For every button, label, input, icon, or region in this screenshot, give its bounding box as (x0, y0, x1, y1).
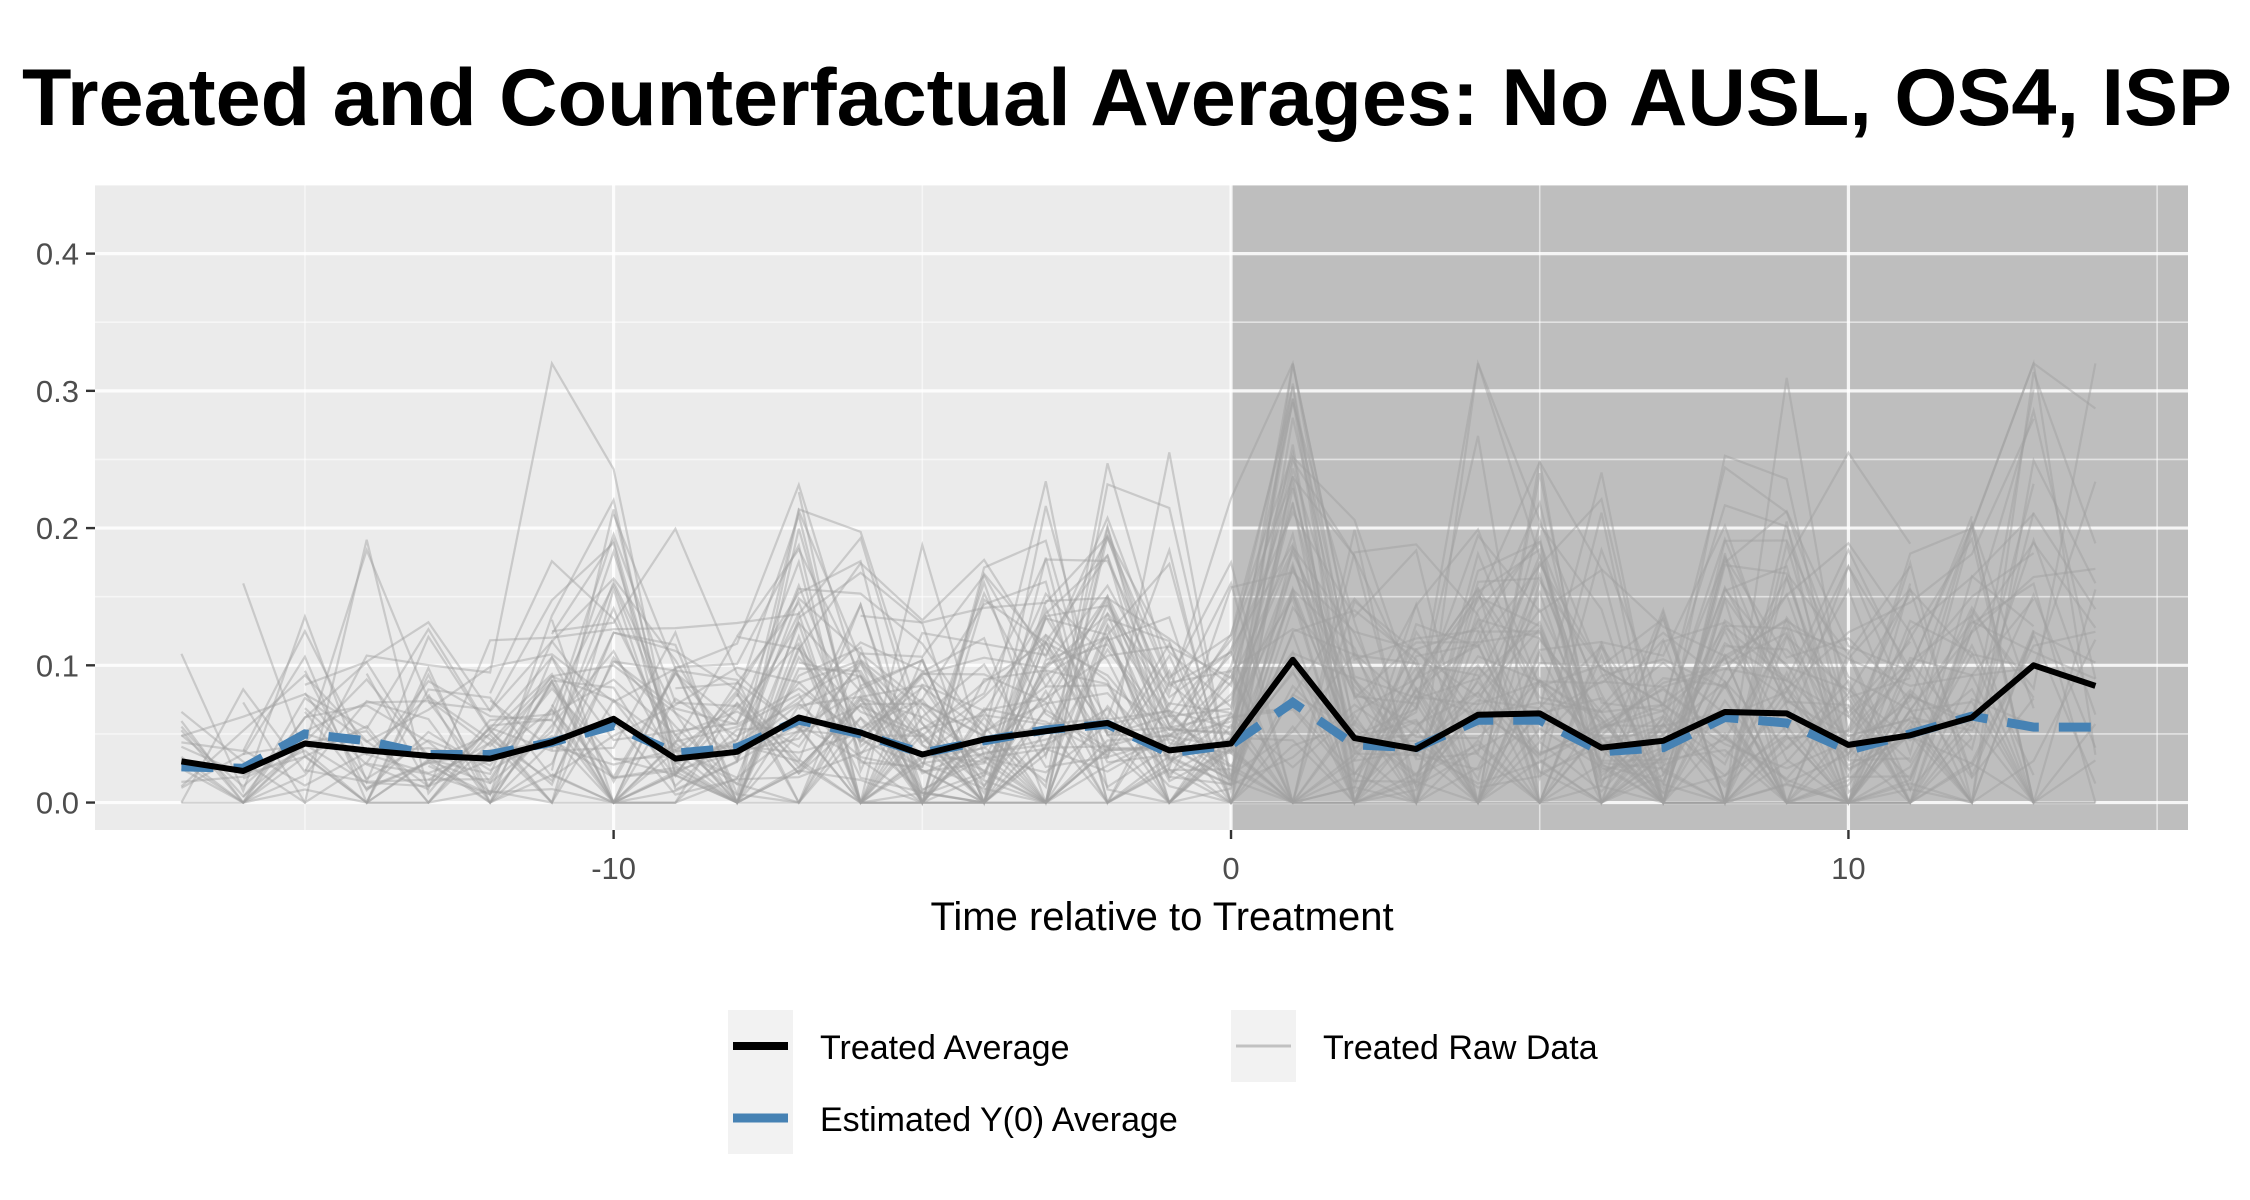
raw-data-line (181, 454, 1911, 806)
raw-data-line (180, 563, 2097, 806)
y-tick-label: 0.2 (36, 511, 79, 546)
raw-data-line (674, 557, 2035, 806)
raw-data-line (859, 540, 1973, 805)
y-tick-label: 0.1 (36, 648, 79, 683)
raw-data-line (304, 475, 1912, 807)
raw-data-line (798, 661, 2035, 805)
raw-data-line (612, 546, 1973, 805)
raw-data-line (180, 539, 1973, 805)
raw-data-line (180, 565, 1912, 805)
raw-data-line (180, 507, 2097, 805)
x-axis-label: Time relative to Treatment (930, 895, 1393, 939)
x-axis: -10 0 10 (591, 830, 1866, 886)
raw-data-line (242, 389, 2035, 805)
raw-data-line (550, 383, 2035, 805)
legend-item-treated-raw-data: Treated Raw Data (1231, 1010, 1598, 1082)
raw-data-line (366, 564, 1911, 805)
legend-label-estimated-y0: Estimated Y(0) Average (820, 1101, 1178, 1139)
raw-data-line (859, 547, 1912, 796)
raw-data-line (180, 483, 2035, 806)
y-tick-label: 0.0 (36, 786, 79, 821)
raw-data-line (428, 450, 1912, 807)
raw-data-line (180, 546, 1973, 805)
raw-data-line (242, 625, 1911, 805)
raw-data-line (366, 512, 2035, 806)
raw-data-line (736, 487, 2035, 789)
legend-item-estimated-y0: Estimated Y(0) Average (728, 1082, 1178, 1154)
panel-background-pre (95, 185, 1232, 830)
raw-data-line (550, 520, 2096, 806)
grid-major (95, 185, 2188, 830)
raw-data-line (489, 461, 2035, 805)
raw-data-line (180, 360, 2097, 806)
raw-data-line (180, 457, 2096, 805)
raw-data-line (489, 475, 2035, 807)
raw-data-line (736, 363, 2097, 805)
legend: Treated Average Estimated Y(0) Average T… (728, 1010, 1598, 1154)
grid-minor (95, 184, 2188, 830)
chart-title: Treated and Counterfactual Averages: No … (22, 53, 2232, 143)
raw-data-line (366, 417, 2096, 804)
raw-data-line (242, 609, 1911, 807)
raw-data-line (180, 444, 2097, 807)
y-axis: 0.0 0.1 0.2 0.3 0.4 (36, 237, 95, 821)
raw-data-line (303, 481, 1911, 806)
raw-data-line (180, 359, 2097, 806)
raw-data-line (304, 689, 2035, 805)
raw-data-line (181, 548, 2096, 806)
raw-data-line (427, 591, 1912, 804)
raw-data-line (366, 550, 2035, 805)
treated-average-line (180, 656, 2097, 774)
raw-data-line (181, 363, 2097, 805)
legend-label-treated-raw-data: Treated Raw Data (1323, 1029, 1598, 1067)
raw-data-line (859, 359, 2035, 804)
x-tick-label: 0 (1222, 851, 1239, 886)
raw-data-line (859, 386, 1912, 805)
raw-data-line (797, 503, 2097, 806)
raw-data-line (304, 359, 2097, 805)
raw-data-line (427, 363, 2097, 806)
legend-item-treated-average: Treated Average (728, 1010, 1070, 1082)
raw-data-line (365, 398, 2097, 806)
raw-data-line (736, 547, 2097, 804)
legend-label-treated-average: Treated Average (820, 1029, 1070, 1067)
y-tick-label: 0.4 (36, 237, 79, 272)
raw-data-line (797, 361, 2097, 804)
y-tick-label: 0.3 (36, 374, 79, 409)
raw-data-line (242, 377, 2035, 806)
x-tick-label: 10 (1831, 851, 1865, 886)
raw-data-line (180, 459, 2035, 805)
x-tick-label: -10 (591, 851, 636, 886)
raw-data-line (180, 552, 1912, 805)
raw-data-line (859, 418, 2035, 806)
raw-data-line (551, 472, 1973, 805)
raw-data-line (550, 537, 1911, 805)
raw-data-line (798, 435, 2096, 806)
raw-data-line (242, 401, 1973, 807)
raw-data-line (612, 363, 1973, 806)
plot-panel (95, 184, 2188, 830)
raw-data-line (797, 539, 1973, 807)
raw-data-line (860, 534, 1973, 806)
raw-data-line (551, 521, 2035, 807)
raw-data-line (489, 515, 1973, 807)
